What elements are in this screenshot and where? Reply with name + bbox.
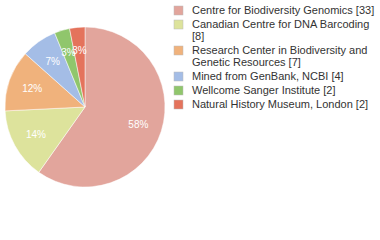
data-label: 58% xyxy=(128,119,148,130)
chart: 58%14%12%7%3%3%Centre for Biodiversity G… xyxy=(0,0,380,240)
legend-swatch xyxy=(174,100,183,109)
slices xyxy=(5,27,165,187)
legend-label: Research Center in Biodiversity andGenet… xyxy=(192,44,367,68)
legend-swatch xyxy=(174,86,183,95)
data-label: 12% xyxy=(22,83,42,94)
legend-swatch xyxy=(174,6,183,15)
slice xyxy=(70,27,85,107)
data-label: 14% xyxy=(26,129,46,140)
legend-label: Mined from GenBank, NCBI [4] xyxy=(192,70,344,82)
legend-label: Natural History Museum, London [2] xyxy=(192,98,368,110)
legend-label: Canadian Centre for DNA Barcoding[8] xyxy=(192,18,369,42)
slice-labels: 58%14%12%7%3%3% xyxy=(22,45,148,140)
legend-label: Wellcome Sanger Institute [2] xyxy=(192,84,335,96)
legend-swatch xyxy=(174,72,183,81)
data-label: 3% xyxy=(72,45,87,56)
legend-swatch xyxy=(174,46,183,55)
legend-label: Centre for Biodiversity Genomics [33] xyxy=(192,4,374,16)
legend-swatch xyxy=(174,20,183,29)
legend: Centre for Biodiversity Genomics [33] Can… xyxy=(174,4,374,110)
data-label: 7% xyxy=(45,56,60,67)
slice xyxy=(5,107,85,172)
